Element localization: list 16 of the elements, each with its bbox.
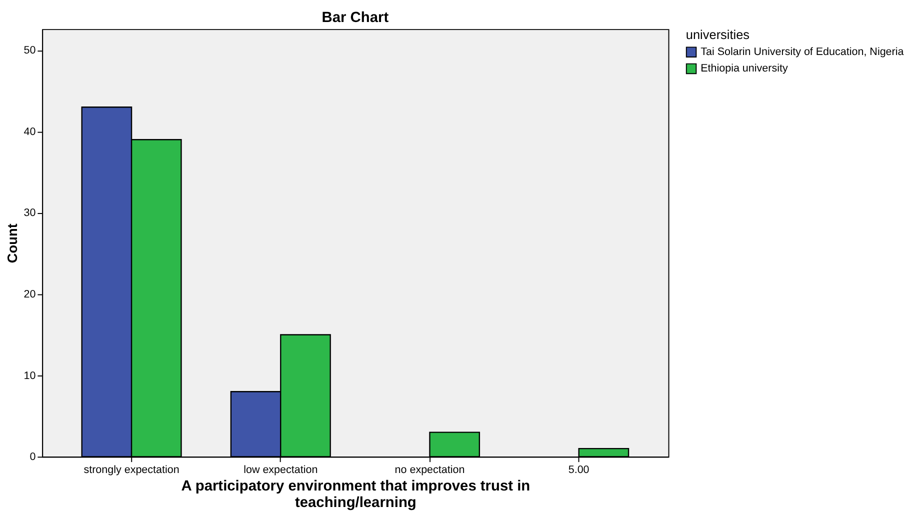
- y-tick-label: 50: [24, 44, 36, 57]
- x-tick-label: low expectation: [244, 464, 318, 476]
- x-axis-title: A participatory environment that improves trust in teaching/learning: [181, 478, 530, 512]
- y-tick-label: 10: [24, 370, 36, 382]
- x-tick-label: no expectation: [394, 464, 465, 476]
- legend-title: universities: [686, 26, 750, 42]
- legend-label: Ethiopia university: [700, 62, 788, 75]
- x-tick-label: strongly expectation: [84, 464, 180, 476]
- legend-label: Tai Solarin University of Education, Nigeria: [700, 46, 904, 58]
- y-axis-title: Count: [4, 223, 20, 264]
- y-tick-label: 20: [24, 288, 36, 301]
- chart-title: Bar Chart: [322, 10, 389, 26]
- y-tick-label: 40: [24, 126, 36, 138]
- y-tick-label: 0: [30, 451, 36, 464]
- y-tick-label: 30: [24, 207, 36, 220]
- x-tick-label: 5.00: [568, 464, 590, 476]
